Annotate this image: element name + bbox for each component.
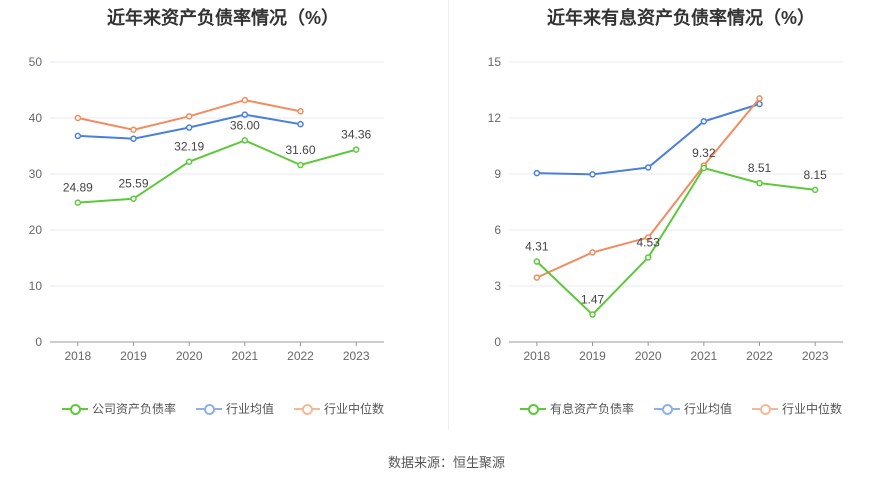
chart-legend: 公司资产负债率 行业均值 行业中位数 <box>0 400 446 417</box>
data-point <box>644 234 652 241</box>
data-label: 1.47 <box>581 293 605 307</box>
legend-swatch-average <box>653 402 680 416</box>
legend-swatch-median <box>294 402 320 416</box>
data-point <box>297 108 304 115</box>
data-point <box>130 126 137 134</box>
legend-item-company[interactable]: 有息资产负债率 <box>519 400 634 417</box>
y-tick-label: 10 <box>29 279 43 293</box>
data-point <box>644 254 652 261</box>
data-point <box>74 132 82 140</box>
y-tick-label: 40 <box>29 111 43 125</box>
data-point <box>241 111 249 118</box>
legend-label: 公司资产负债率 <box>91 402 176 416</box>
data-point <box>756 95 763 102</box>
series-line <box>536 166 816 317</box>
data-label: 32.19 <box>174 140 204 154</box>
y-tick-label: 3 <box>494 279 501 293</box>
data-source: 数据来源：恒生聚源 <box>387 455 505 470</box>
data-point <box>644 164 652 171</box>
data-point <box>130 195 137 202</box>
data-point <box>756 179 763 187</box>
x-tick-label: 2020 <box>176 349 203 363</box>
data-label: 24.89 <box>63 181 93 195</box>
x-tick-label: 2019 <box>120 349 147 363</box>
chart-legend: 有息资产负债率 行业均值 行业中位数 <box>458 400 893 417</box>
data-point <box>130 135 137 142</box>
chart-divider <box>448 0 449 430</box>
y-tick-label: 9 <box>494 167 501 181</box>
legend-label: 行业均值 <box>225 402 274 416</box>
chart-title: 近年来有息资产负债率情况（%） <box>546 8 815 28</box>
data-point <box>74 114 82 122</box>
debt-ratio-chart: 近年来资产负债率情况（%） 0 10 20 30 40 50 2018 2019 2020 202… <box>0 0 446 440</box>
y-tick-label: 12 <box>488 111 502 125</box>
data-point <box>700 118 708 125</box>
data-point <box>185 113 193 120</box>
legend-swatch-company <box>61 402 88 416</box>
series-line <box>536 97 761 279</box>
data-label: 25.59 <box>118 177 148 191</box>
legend-item-median[interactable]: 行业中位数 <box>294 400 384 417</box>
x-tick-label: 2022 <box>746 349 773 363</box>
data-point <box>589 311 596 318</box>
y-tick-label: 15 <box>488 55 502 69</box>
legend-swatch-company <box>519 402 546 416</box>
data-point <box>352 146 360 153</box>
legend-label: 行业中位数 <box>324 402 385 416</box>
data-label: 31.60 <box>285 143 315 157</box>
legend-label: 行业均值 <box>683 402 732 416</box>
legend-swatch-average <box>195 402 222 416</box>
x-tick-label: 2022 <box>287 349 314 363</box>
data-label: 9.32 <box>692 146 716 160</box>
x-tick-label: 2023 <box>343 349 370 363</box>
data-point <box>589 171 596 178</box>
data-label: 8.15 <box>803 168 827 182</box>
x-tick-label: 2019 <box>579 349 606 363</box>
legend-item-average[interactable]: 行业均值 <box>653 400 732 417</box>
x-tick-label: 2021 <box>690 349 717 363</box>
y-tick-label: 30 <box>29 167 43 181</box>
data-point <box>74 199 82 206</box>
y-tick-label: 20 <box>29 223 43 237</box>
x-tick-label: 2021 <box>231 349 258 363</box>
data-label: 4.31 <box>525 240 549 254</box>
y-tick-label: 6 <box>494 223 501 237</box>
data-point <box>185 124 193 131</box>
data-label: 34.36 <box>341 128 371 142</box>
y-tick-label: 0 <box>494 335 501 349</box>
interest-debt-ratio-chart: 近年来有息资产负债率情况（%） 0 3 6 9 12 15 2018 2019 2020 2021… <box>458 0 893 440</box>
data-point <box>533 169 541 177</box>
legend-label: 有息资产负债率 <box>549 402 634 416</box>
legend-item-median[interactable]: 行业中位数 <box>752 400 842 417</box>
series-line <box>77 139 357 204</box>
data-point <box>533 274 541 281</box>
data-point <box>756 100 763 108</box>
x-tick-label: 2023 <box>802 349 829 363</box>
legend-item-average[interactable]: 行业均值 <box>195 400 274 417</box>
data-point <box>297 161 304 169</box>
data-point <box>700 164 708 172</box>
legend-item-company[interactable]: 公司资产负债率 <box>61 400 176 417</box>
data-point <box>185 158 193 165</box>
data-label: 36.00 <box>230 118 260 132</box>
chart-title: 近年来资产负债率情况（%） <box>106 8 339 28</box>
chart-plot: 0 3 6 9 12 15 2018 2019 2020 2021 2022 2023 4.31 1.47… <box>488 55 843 363</box>
data-point <box>811 186 819 194</box>
data-point <box>589 249 596 256</box>
x-tick-label: 2018 <box>523 349 550 363</box>
x-tick-label: 2018 <box>64 349 91 363</box>
x-tick-label: 2020 <box>635 349 662 363</box>
legend-swatch-median <box>752 402 778 416</box>
data-point <box>241 137 249 144</box>
data-point <box>533 258 541 265</box>
y-tick-label: 50 <box>29 55 43 69</box>
data-label: 4.53 <box>636 235 660 249</box>
y-tick-label: 0 <box>35 335 42 349</box>
data-point <box>241 96 249 104</box>
legend-label: 行业中位数 <box>782 402 843 416</box>
data-label: 8.51 <box>748 161 772 175</box>
data-point <box>297 120 304 128</box>
chart-plot: 0 10 20 30 40 50 2018 2019 2020 2021 2022 2023 24.89… <box>29 55 384 363</box>
